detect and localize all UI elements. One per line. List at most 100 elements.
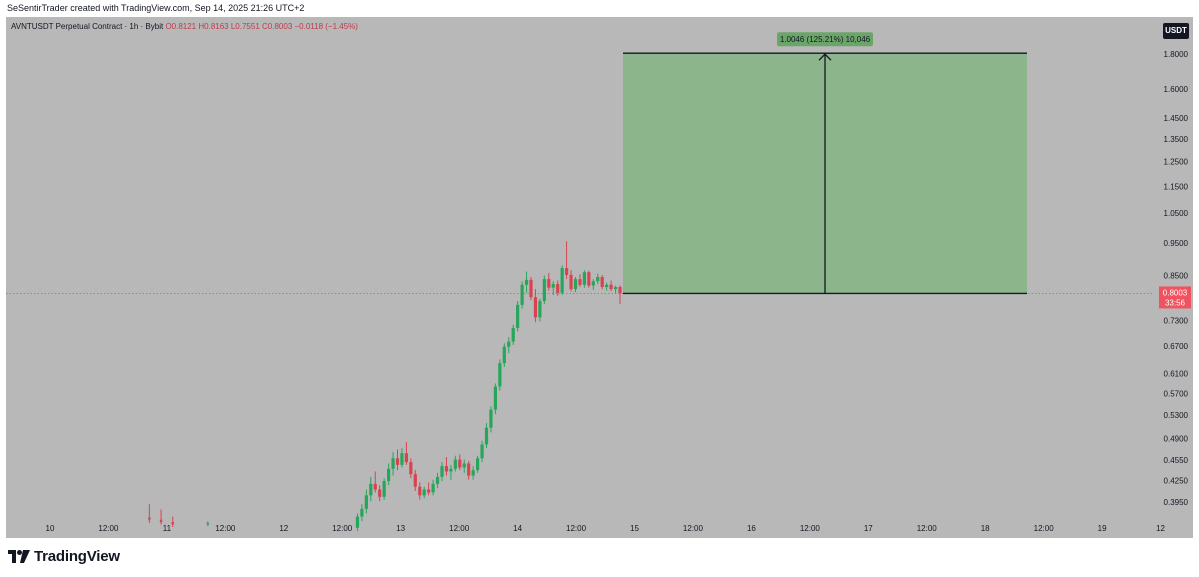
candle-body [502,346,506,364]
y-tick-label: 0.8500 [1164,272,1189,281]
tradingview-brand[interactable]: TradingView [8,548,120,565]
y-tick-label: 1.4500 [1164,114,1189,123]
candle-body [148,517,151,520]
candle-body [427,489,431,493]
x-tick-label: 17 [864,524,873,533]
x-tick-label: 11 [163,524,172,533]
candle-body [605,284,609,287]
candle-body [538,301,542,318]
candle-body [507,341,511,347]
candle-body [511,327,515,342]
legend-open: O0.8121 [165,22,197,31]
candle-body [395,458,400,465]
candle-body [387,468,391,482]
tradingview-logo-icon [8,550,30,563]
x-tick-label: 18 [981,524,990,533]
candle-body [600,277,604,287]
candle-body [206,522,210,525]
x-tick-label: 12:00 [683,524,704,533]
x-tick-label: 12:00 [1034,524,1055,533]
candle-body [409,462,413,475]
candle-body [516,304,520,328]
candle-body [596,277,600,282]
symbol-title: AVNTUSDT Perpetual Contract · 1h · Bybit [11,22,164,31]
price-badge [1159,286,1191,309]
candle-body [453,459,457,469]
candle-body [533,297,538,318]
candle-body [542,279,546,302]
candle-body [551,284,555,288]
candle-body [369,483,373,496]
candle-body [449,468,453,472]
candle-body [476,458,480,471]
candle-body [413,474,417,487]
chart-area[interactable]: 1.0046 (125.21%) 10,046 0.8003 33:56 1.800… [6,17,1193,538]
measure-arrow-head [818,53,832,61]
candle-body [524,279,529,285]
y-tick-label: 1.6000 [1164,85,1189,94]
candle-body [467,463,471,476]
legend-close: C0.8003 [262,22,293,31]
candle-body [391,458,395,469]
candle-body [489,409,493,428]
symbol-legend: AVNTUSDT Perpetual Contract · 1h · Bybit… [11,22,358,31]
y-tick-label: 1.3500 [1164,135,1189,144]
candle-body [560,268,564,293]
chart-credit: SeSentirTrader created with TradingView.… [7,3,305,13]
x-tick-label: 12:00 [566,524,587,533]
candle-body [462,463,466,468]
legend-low: L0.7551 [230,22,260,31]
y-tick-label: 0.5700 [1164,390,1189,399]
candle-body [435,476,440,484]
candle-body [498,363,502,387]
x-tick-label: 12:00 [917,524,938,533]
x-tick-label: 19 [1098,524,1107,533]
y-tick-label: 0.4900 [1164,434,1189,443]
measure-label: 1.0046 (125.21%) 10,046 [780,35,871,44]
x-tick-label: 12:00 [215,524,236,533]
candle-body [480,444,484,459]
candle-body [573,279,578,290]
y-tick-label: 1.8000 [1164,50,1189,59]
x-tick-label: 13 [396,524,405,533]
brand-name: TradingView [34,548,120,565]
candle-body [355,516,360,528]
y-tick-label: 0.6100 [1164,370,1189,379]
y-tick-label: 0.4250 [1164,476,1189,485]
candle-body [520,284,524,305]
x-tick-label: 12:00 [98,524,119,533]
y-tick-label: 0.3950 [1164,498,1189,507]
candle-body [159,519,163,523]
candle-body [418,486,422,496]
candle-body [378,489,382,497]
candle-body [578,279,582,285]
candle-body [364,495,368,509]
x-tick-label: 12:00 [800,524,821,533]
candle-body [431,483,435,493]
candle-body [382,481,386,497]
currency-badge[interactable]: USDT [1163,23,1189,39]
legend-change: −0.0118 (−1.45%) [294,22,358,31]
y-tick-label: 1.2500 [1164,158,1189,167]
price-badge-countdown: 33:56 [1165,298,1186,307]
y-tick-label: 0.9500 [1164,239,1189,248]
candle-body [591,281,595,286]
candle-body [440,466,444,477]
price-badge-value: 0.8003 [1163,288,1188,297]
candle-body [404,453,408,463]
measure-label-box [777,32,873,47]
candle-body [493,386,497,410]
candle-body [171,522,174,525]
candle-body [569,274,573,290]
candle-body [613,286,618,290]
y-tick-label: 1.1500 [1164,182,1189,191]
candle-body [471,470,475,476]
candle-body [360,508,364,517]
x-tick-label: 12:00 [449,524,470,533]
candle-body [422,489,426,496]
x-tick-label: 12:00 [332,524,353,533]
x-tick-label: 16 [747,524,756,533]
candle-body [556,284,560,293]
x-tick-label: 12 [1156,524,1165,533]
